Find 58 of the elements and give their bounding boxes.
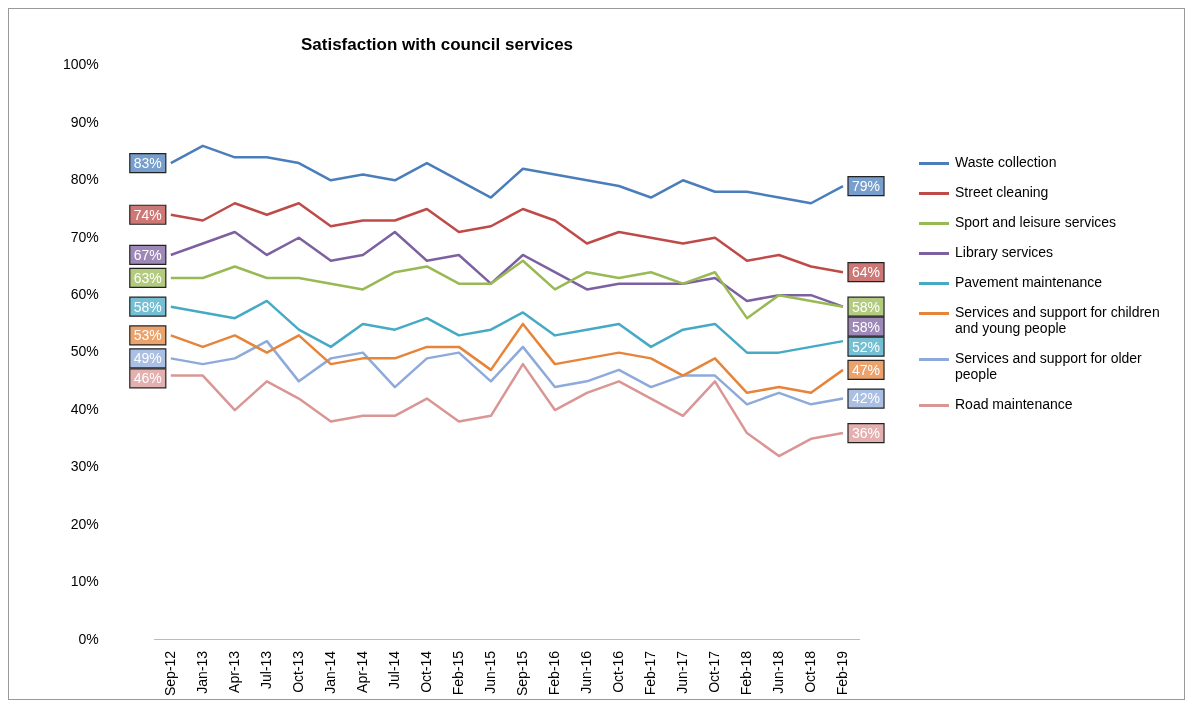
data-label: 79% (851, 177, 881, 194)
data-label: 58% (133, 298, 162, 315)
x-tick-label: Jul-14 (385, 650, 402, 689)
x-tick-label: Jan-13 (193, 650, 210, 694)
legend-label: Pavement maintenance (955, 274, 1103, 290)
y-tick-label: 40% (70, 400, 99, 417)
data-label: 58% (851, 298, 881, 315)
data-label: 58% (851, 318, 881, 335)
legend-label: Library services (955, 244, 1054, 260)
x-tick-label: Apr-13 (225, 650, 242, 693)
y-tick-label: 10% (70, 573, 99, 590)
y-tick-label: 90% (70, 113, 99, 130)
x-tick-label: Sep-12 (161, 650, 178, 697)
y-tick-label: 30% (70, 458, 99, 475)
x-tick-label: Jun-18 (769, 650, 786, 694)
data-label: 63% (133, 269, 162, 286)
x-tick-label: Oct-13 (289, 650, 306, 693)
x-tick-label: Feb-18 (737, 650, 754, 696)
y-tick-label: 0% (78, 630, 99, 647)
data-label: 47% (851, 361, 881, 378)
y-tick-label: 50% (70, 343, 99, 360)
legend-label: Street cleaning (955, 184, 1049, 200)
data-label: 42% (851, 390, 881, 407)
x-tick-label: Oct-14 (417, 650, 434, 693)
x-tick-label: Jul-13 (257, 650, 274, 689)
legend-label: Sport and leisure services (955, 214, 1117, 230)
y-tick-label: 80% (70, 171, 99, 188)
x-tick-label: Oct-17 (705, 650, 722, 693)
data-label: 67% (133, 246, 162, 263)
x-tick-label: Jun-15 (481, 650, 498, 694)
x-tick-label: Jun-16 (577, 650, 594, 694)
y-tick-label: 70% (70, 228, 99, 245)
data-label: 49% (133, 350, 162, 367)
data-label: 53% (133, 327, 162, 344)
x-tick-label: Jan-14 (321, 650, 338, 694)
y-tick-label: 60% (70, 286, 99, 303)
data-label: 36% (851, 424, 881, 441)
legend-label: Services and support for children and young people (955, 304, 1161, 336)
x-tick-label: Feb-17 (641, 650, 658, 696)
x-tick-label: Oct-18 (801, 650, 818, 693)
chart-title: Satisfaction with council services (300, 34, 574, 54)
x-tick-label: Feb-19 (833, 650, 850, 696)
x-tick-label: Oct-16 (609, 650, 626, 693)
data-label: 52% (851, 338, 881, 355)
x-tick-label: Sep-15 (513, 650, 530, 697)
legend-label: Services and support for older people (955, 350, 1143, 382)
x-tick-label: Feb-15 (449, 650, 466, 696)
legend-label: Waste collection (955, 154, 1057, 170)
x-tick-label: Feb-16 (545, 650, 562, 696)
legend-label: Road maintenance (955, 396, 1073, 412)
x-tick-label: Apr-14 (353, 650, 370, 693)
x-tick-label: Jun-17 (673, 650, 690, 694)
data-label: 46% (133, 370, 162, 387)
data-label: 83% (133, 154, 162, 171)
data-label: 74% (133, 206, 162, 223)
data-label: 64% (851, 264, 881, 281)
y-tick-label: 20% (70, 515, 99, 532)
y-tick-label: 100% (62, 56, 99, 73)
